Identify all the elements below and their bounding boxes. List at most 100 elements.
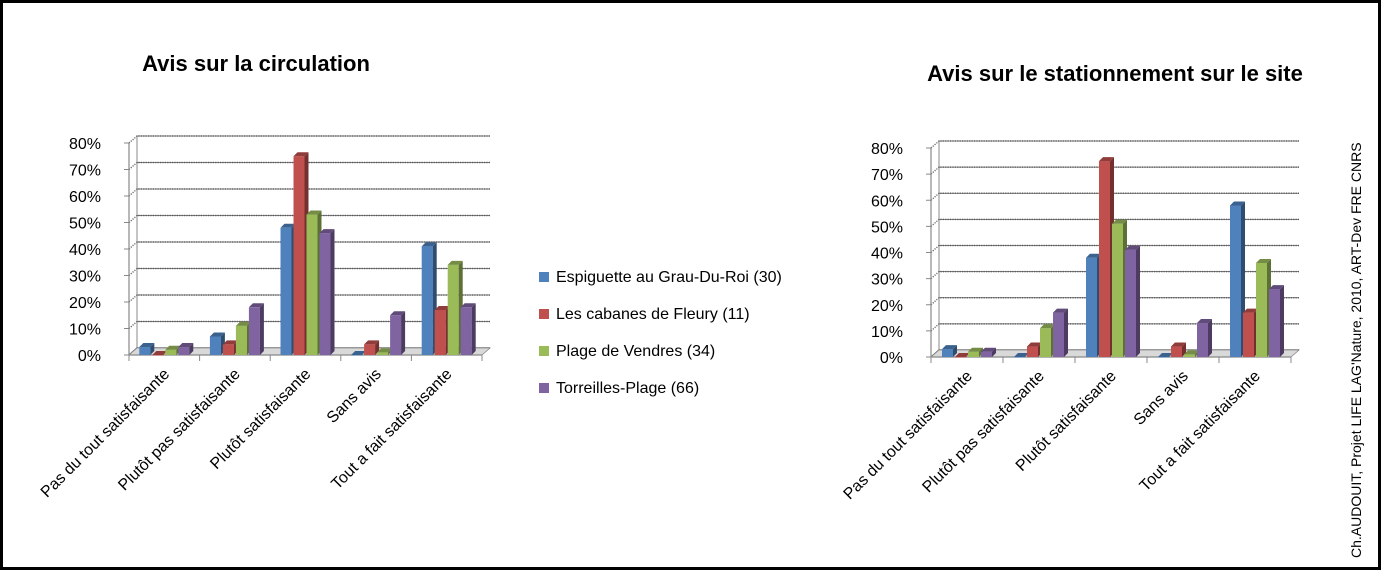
bar-front xyxy=(1269,289,1280,357)
bar-top xyxy=(460,303,476,308)
bar-side xyxy=(401,311,406,355)
chart-title: Avis sur la circulation xyxy=(142,51,370,76)
bar-side xyxy=(189,343,194,355)
bar xyxy=(390,311,406,355)
x-tick-label: Plutôt pas satisfaisante xyxy=(919,368,1047,496)
bar-front xyxy=(178,347,190,355)
y-tick-label: 80% xyxy=(69,136,101,153)
bar xyxy=(248,303,264,355)
legend-swatch xyxy=(539,346,549,356)
bar-front xyxy=(1158,357,1169,358)
bar xyxy=(306,210,322,355)
legend-swatch xyxy=(539,383,549,393)
bar-top xyxy=(421,242,437,247)
bar-front xyxy=(1184,354,1195,357)
bar-side xyxy=(150,343,155,355)
bar-side xyxy=(1280,285,1284,357)
y-tick-label: 50% xyxy=(69,216,101,233)
bar-front xyxy=(306,214,318,355)
bar xyxy=(1027,342,1042,357)
bar-top xyxy=(222,340,238,345)
y-tick-label: 70% xyxy=(69,163,101,180)
bar-front xyxy=(421,246,433,355)
x-tick-label: Sans avis xyxy=(1131,368,1192,429)
bar xyxy=(222,340,238,355)
legend-item: Espiguette au Grau-Du-Roi (30) xyxy=(539,269,782,286)
y-tick-label: 10% xyxy=(69,322,101,339)
x-tick-label: Tout a fait satisfaisante xyxy=(1137,368,1264,495)
bar-top xyxy=(1230,201,1245,206)
bar-top xyxy=(1027,342,1042,347)
bar xyxy=(1256,258,1271,357)
bar-front xyxy=(942,349,953,357)
bar-front xyxy=(1171,346,1182,357)
bar xyxy=(178,343,194,355)
bar-top xyxy=(1112,219,1127,224)
bar-front xyxy=(460,307,472,355)
bar-top xyxy=(390,311,406,316)
bar-front xyxy=(1099,161,1110,357)
bar xyxy=(1053,308,1068,357)
bar-front xyxy=(955,357,966,358)
bar-top xyxy=(1014,353,1029,357)
bar-front xyxy=(981,351,992,357)
y-tick-label: 10% xyxy=(871,324,903,341)
gridline xyxy=(128,135,490,144)
y-tick-label: 20% xyxy=(69,295,101,312)
bar-top xyxy=(377,348,393,353)
bar-front xyxy=(968,351,979,357)
bar-top xyxy=(178,343,194,348)
bar-front xyxy=(1256,262,1267,357)
bar xyxy=(1171,342,1186,357)
bar-top xyxy=(306,210,322,215)
bar-front xyxy=(351,355,363,356)
bar-front xyxy=(139,347,151,355)
bar-front xyxy=(1197,323,1208,357)
bar-top xyxy=(1171,342,1186,347)
y-tick-label: 40% xyxy=(69,242,101,259)
bar-top xyxy=(1269,285,1284,290)
bar xyxy=(447,260,463,355)
legend-item: Torreilles-Plage (66) xyxy=(539,380,699,397)
bar-side xyxy=(1064,308,1068,357)
legend-swatch xyxy=(539,309,549,319)
bar-front xyxy=(447,264,459,355)
y-tick-label: 0% xyxy=(78,348,101,365)
bar-side xyxy=(953,345,957,357)
bar-front xyxy=(165,349,177,355)
y-tick-label: 20% xyxy=(871,298,903,315)
bar-top xyxy=(351,351,367,355)
bar-side xyxy=(1208,319,1212,357)
bar xyxy=(460,303,476,355)
legend-item: Plage de Vendres (34) xyxy=(539,343,715,360)
bar-top xyxy=(1053,308,1068,313)
bar-top xyxy=(1256,258,1271,263)
bar xyxy=(1230,201,1245,357)
x-tick-label: Tout a fait satisfaisante xyxy=(328,366,455,493)
bar-top xyxy=(1243,308,1258,313)
bar-front xyxy=(390,315,402,355)
gridline xyxy=(930,166,1299,175)
bar-top xyxy=(942,345,957,350)
bar-top xyxy=(293,152,309,157)
bar-front xyxy=(1243,312,1254,357)
legend-label: Les cabanes de Fleury (11) xyxy=(556,306,750,323)
bar-side xyxy=(330,229,335,355)
legend-label: Plage de Vendres (34) xyxy=(556,343,715,360)
y-tick-label: 40% xyxy=(871,246,903,263)
bar-front xyxy=(248,307,260,355)
bar xyxy=(434,305,450,355)
bar-top xyxy=(139,343,155,348)
legend-label: Espiguette au Grau-Du-Roi (30) xyxy=(556,269,782,286)
y-tick-label: 60% xyxy=(69,189,101,206)
bar xyxy=(1243,308,1258,357)
legend-label: Torreilles-Plage (66) xyxy=(556,380,699,397)
x-tick-label: Pas du tout satisfaisante xyxy=(841,368,976,503)
bar-top xyxy=(955,353,970,357)
legend-swatch xyxy=(539,272,549,282)
bar xyxy=(319,229,335,355)
bar-top xyxy=(1086,253,1101,258)
bar xyxy=(280,223,296,355)
bar-top xyxy=(319,229,335,234)
